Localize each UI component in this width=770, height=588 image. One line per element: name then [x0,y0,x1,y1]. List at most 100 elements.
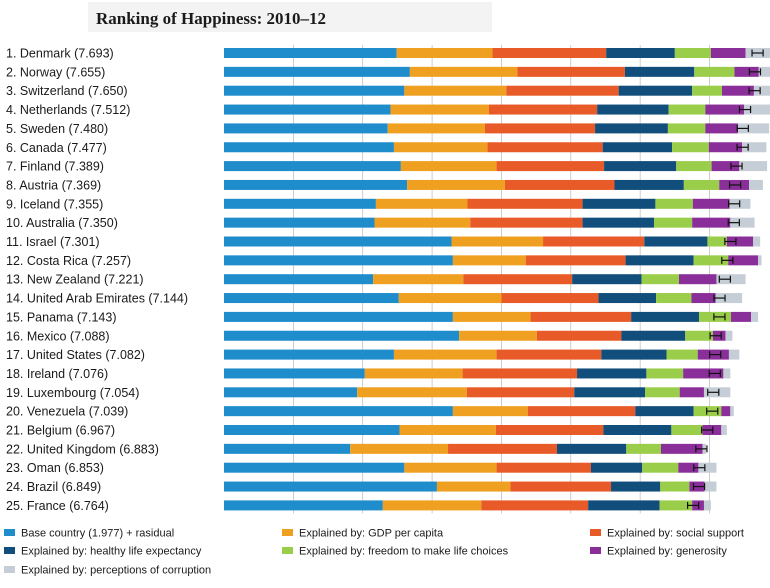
bar-segment [705,104,745,115]
bar-segment [452,255,526,266]
bar-segment [510,481,612,492]
row-label: 6. Canada (7.477) [6,141,107,155]
bar-segment [693,255,729,266]
bar-segment [357,387,467,398]
bar-segment [749,179,763,190]
bar-segment [496,462,591,473]
legend-label: Explained by: freedom to make life choic… [299,546,509,558]
bar-segment [481,500,589,511]
bar-segment [224,406,453,417]
bar-segment [492,48,607,58]
bar-segment [390,104,489,115]
bar-segment [723,368,731,379]
row-label: 25. France (6.764) [6,499,109,513]
bar-segment [644,236,708,247]
bar-segment [470,217,583,228]
bar-segment [626,443,661,454]
legend-swatch [282,529,293,536]
bar-segment [525,255,626,266]
bar-segment [705,123,738,134]
bar-segment [572,274,642,285]
bar-segment [224,255,453,266]
bar-segment [466,387,575,398]
bar-segment [374,217,471,228]
bar-segment [614,179,684,190]
bar-segment [678,462,699,473]
bar-segment [710,48,746,58]
row-label: 5. Sweden (7.480) [6,122,108,136]
bar-segment [631,311,700,322]
bar-segment [350,443,449,454]
bar-segment [692,85,722,96]
bar-segment [224,236,452,247]
bar-segment [707,236,727,247]
bar-segment [758,66,770,77]
bar-segment [721,406,731,417]
row-label: 3. Switzerland (7.650) [6,84,128,98]
bar-segment [611,481,661,492]
bar-segment [758,255,762,266]
title-background [88,2,492,32]
bar-segment [679,387,704,398]
legend-label: Explained by: perceptions of corruption [21,565,211,577]
bar-segment [467,198,583,209]
bar-segment [683,179,720,190]
legend-swatch [590,547,601,554]
bar-segment [598,293,657,304]
bar-segment [487,142,603,153]
bar-segment [721,85,754,96]
bar-segment [496,161,605,172]
bar-segment [506,85,619,96]
bar-segment [496,349,602,360]
bar-segment [674,48,711,58]
bar-segment [683,368,724,379]
row-label: 11. Israel (7.301) [6,235,100,249]
bar-segment [495,425,604,435]
bar-segment [436,481,511,492]
legend-label: Explained by: healthy life expectancy [21,546,202,558]
row-label: 16. Mexico (7.088) [6,329,110,343]
bar-segment [448,443,557,454]
bar-segment [726,236,754,247]
bar-segment [725,330,733,341]
bar-segment [399,425,496,435]
bar-segment [373,274,464,285]
bar-segment [382,500,482,511]
bar-segment [685,330,713,341]
bar-segment [582,217,655,228]
bar-segment [224,500,383,511]
bar-segment [603,425,672,435]
bar-segment [744,104,770,115]
bar-segment [224,443,351,454]
bar-segment [704,481,717,492]
row-label: 15. Panama (7.143) [6,310,117,324]
bar-segment [721,425,727,435]
bar-segment [671,425,703,435]
bar-segment [364,368,463,379]
bar-segment [734,66,759,77]
bar-segment [641,274,679,285]
bar-segment [668,104,706,115]
row-label: 2. Norway (7.655) [6,65,105,79]
legend-swatch [590,529,601,536]
bar-segment [655,198,693,209]
bar-segment [660,443,703,454]
bar-segment [459,330,537,341]
row-label: 23. Oman (6.853) [6,461,104,475]
chart-title: Ranking of Happiness: 2010–12 [96,9,326,28]
bar-segment [462,368,578,379]
legend: Base country (1.977) + rasidual Explained… [4,528,744,577]
legend-swatch [4,529,15,536]
bar-segment [224,293,399,304]
bar-segment [739,161,768,172]
bar-segment [517,66,625,77]
bar-segment [582,198,656,209]
bar-segment [393,142,488,153]
bar-segment [624,66,695,77]
bar-segment [737,123,770,134]
bar-segment [527,406,636,417]
row-label: 21. Belgium (6.967) [6,424,115,438]
row-label: 22. United Kingdom (6.883) [6,442,159,456]
row-label: 24. Brazil (6.849) [6,480,101,494]
bar-segment [742,142,767,153]
